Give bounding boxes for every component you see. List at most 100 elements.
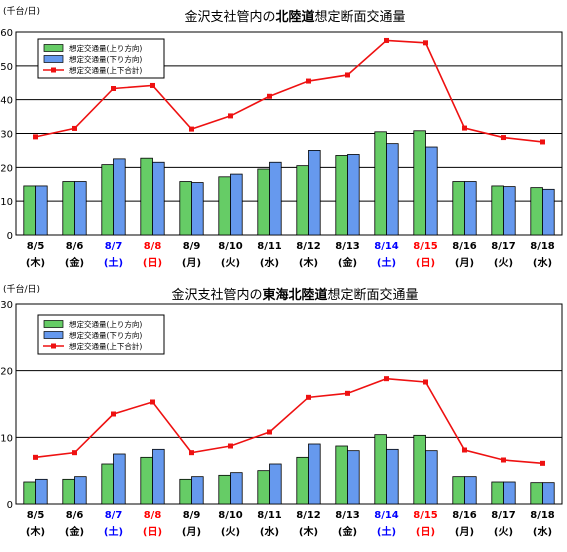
bar-down-direction bbox=[269, 161, 282, 236]
bar-down-direction bbox=[113, 158, 126, 236]
chart-title-part: 金沢支社管内の bbox=[171, 287, 262, 303]
total-marker bbox=[540, 460, 545, 466]
x-tick-label: 8/16 bbox=[452, 241, 477, 252]
total-marker bbox=[462, 447, 467, 453]
weekday-label: (水) bbox=[533, 256, 552, 269]
bar-down-direction bbox=[74, 476, 87, 505]
legend-swatch-marker bbox=[51, 67, 56, 73]
total-marker bbox=[384, 376, 389, 382]
x-tick-label: 8/9 bbox=[183, 241, 201, 252]
total-marker bbox=[72, 450, 77, 456]
bar-up-direction bbox=[23, 185, 36, 236]
unit-label: (千台/日) bbox=[3, 5, 40, 17]
total-marker bbox=[189, 450, 194, 456]
weekday-label: (火) bbox=[221, 257, 240, 269]
x-tick-label: 8/17 bbox=[491, 510, 516, 521]
bar-up-direction bbox=[62, 181, 75, 236]
x-tick-label: 8/6 bbox=[66, 510, 84, 521]
bar-down-direction bbox=[230, 173, 243, 236]
legend-label: 想定交通量(上下合計) bbox=[69, 341, 142, 351]
legend: 想定交通量(上り方向)想定交通量(下り方向)想定交通量(上下合計) bbox=[37, 314, 165, 355]
weekday-label: (月) bbox=[455, 526, 474, 538]
chart-title: 金沢支社管内の東海北陸道想定断面交通量 bbox=[171, 287, 418, 303]
x-tick-label: 8/8 bbox=[144, 241, 162, 252]
bar-up-direction bbox=[413, 434, 426, 505]
bar-down-direction bbox=[503, 186, 516, 236]
x-tick-label: 8/14 bbox=[374, 241, 399, 252]
legend-swatch bbox=[43, 331, 64, 339]
bar-down-direction bbox=[503, 481, 516, 505]
total-marker bbox=[423, 40, 428, 46]
x-tick-label: 8/9 bbox=[183, 510, 201, 521]
bar-down-direction bbox=[269, 463, 282, 505]
bar-down-direction bbox=[464, 476, 477, 505]
legend-swatch bbox=[43, 44, 64, 52]
x-tick-label: 8/5 bbox=[27, 241, 45, 252]
total-marker bbox=[267, 93, 272, 99]
y-tick-label: 60 bbox=[0, 28, 13, 39]
bar-up-direction bbox=[218, 474, 231, 505]
total-marker bbox=[228, 113, 233, 119]
total-line bbox=[35, 39, 543, 143]
x-tick-label: 8/8 bbox=[144, 510, 162, 521]
x-tick-label: 8/14 bbox=[374, 510, 399, 521]
total-marker bbox=[267, 429, 272, 435]
y-tick-label: 20 bbox=[0, 163, 13, 174]
y-tick-label: 10 bbox=[0, 197, 13, 208]
y-tick-label: 10 bbox=[0, 433, 13, 444]
hokuriku-expressway-chart: (千台/日) 金沢支社管内の北陸道想定断面交通量 0 10 20 30 40 50 60 8/5 (… bbox=[0, 5, 563, 269]
weekday-label: (水) bbox=[260, 256, 279, 269]
x-tick-label: 8/11 bbox=[257, 510, 282, 521]
total-marker bbox=[189, 126, 194, 132]
x-tick-label: 8/17 bbox=[491, 241, 516, 252]
weekday-label: (月) bbox=[182, 526, 201, 538]
weekday-label: (木) bbox=[299, 525, 318, 538]
bar-down-direction bbox=[347, 154, 360, 236]
chart-title-part: 金沢支社管内の bbox=[184, 9, 275, 25]
weekday-label: (木) bbox=[26, 256, 45, 269]
chart-title-part: 想定断面交通量 bbox=[328, 287, 419, 303]
weekday-label: (月) bbox=[455, 257, 474, 269]
bar-up-direction bbox=[140, 456, 153, 505]
x-tick-label: 8/10 bbox=[218, 241, 243, 252]
total-marker bbox=[345, 72, 350, 78]
legend-label: 想定交通量(上り方向) bbox=[69, 43, 142, 53]
weekday-label: (金) bbox=[65, 256, 84, 269]
bar-down-direction bbox=[308, 443, 321, 505]
x-tick-label: 8/11 bbox=[257, 241, 282, 252]
chart-title-part: 北陸道 bbox=[275, 9, 314, 25]
bar-up-direction bbox=[101, 164, 114, 236]
weekday-label: (日) bbox=[416, 257, 435, 269]
bar-up-direction bbox=[179, 181, 192, 236]
bar-down-direction bbox=[386, 143, 399, 236]
bar-down-direction bbox=[386, 448, 399, 505]
weekday-label: (土) bbox=[104, 256, 123, 269]
x-tick-label: 8/15 bbox=[413, 241, 438, 252]
chart-title: 金沢支社管内の北陸道想定断面交通量 bbox=[184, 9, 405, 25]
total-marker bbox=[111, 86, 116, 92]
bar-up-direction bbox=[335, 155, 348, 236]
x-tick-label: 8/18 bbox=[530, 510, 555, 521]
total-marker bbox=[72, 125, 77, 131]
x-tick-label: 8/12 bbox=[296, 510, 321, 521]
x-tick-label: 8/15 bbox=[413, 510, 438, 521]
y-tick-label: 50 bbox=[0, 62, 13, 73]
total-marker bbox=[501, 135, 506, 141]
bar-up-direction bbox=[335, 445, 348, 505]
bar-down-direction bbox=[152, 161, 165, 236]
bar-down-direction bbox=[425, 146, 438, 236]
bar-down-direction bbox=[464, 181, 477, 236]
bar-down-direction bbox=[113, 453, 126, 505]
bar-down-direction bbox=[425, 450, 438, 505]
bar-up-direction bbox=[257, 168, 270, 236]
bar-up-direction bbox=[491, 481, 504, 505]
total-marker bbox=[462, 125, 467, 131]
y-tick-label: 20 bbox=[0, 367, 13, 378]
bar-up-direction bbox=[530, 482, 543, 505]
bar-up-direction bbox=[23, 481, 36, 505]
bar-up-direction bbox=[140, 157, 153, 236]
tokai-hokuriku-expressway-chart: (千台/日) 金沢支社管内の東海北陸道想定断面交通量 0 10 20 30 8/5 (木) 8/… bbox=[0, 283, 563, 538]
x-tick-label: 8/7 bbox=[105, 510, 123, 521]
weekday-label: (水) bbox=[533, 525, 552, 538]
